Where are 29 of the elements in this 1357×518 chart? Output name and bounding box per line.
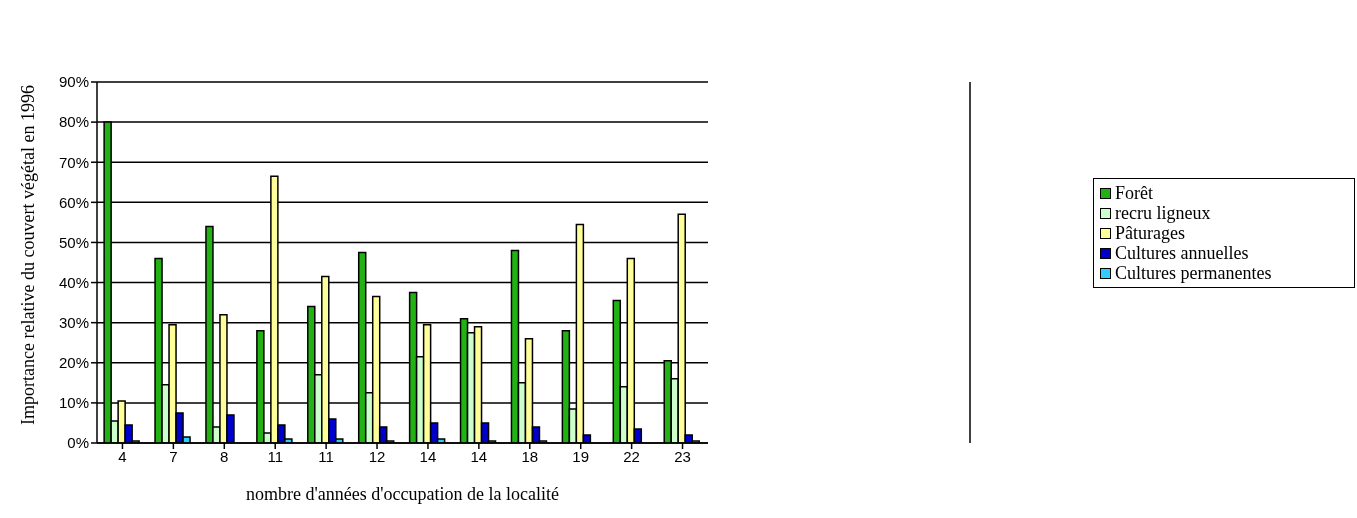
y-tick-label: 20% <box>58 354 89 372</box>
y-tick-label: 40% <box>58 273 89 291</box>
x-tick-label: 18 <box>521 447 539 465</box>
x-tick-label: 14 <box>470 447 488 465</box>
x-tick-label: 22 <box>623 447 640 465</box>
x-tick-label: 12 <box>368 447 386 465</box>
legend-label: recru ligneux <box>1115 203 1211 223</box>
y-tick-label: 30% <box>58 313 89 331</box>
legend-label: Cultures permanentes <box>1115 263 1272 283</box>
y-tick-label: 60% <box>58 193 89 211</box>
x-tick-label: 19 <box>572 447 590 465</box>
y-tick-label: 80% <box>58 113 89 131</box>
x-tick-label: 14 <box>419 447 437 465</box>
y-tick-label: 50% <box>58 233 89 251</box>
y-tick-label: 0% <box>67 434 89 452</box>
y-tick-label: 10% <box>58 394 89 412</box>
x-tick-label: 4 <box>118 447 127 465</box>
x-axis-title: nombre d'années d'occupation de la localité <box>246 483 559 504</box>
x-tick-label: 8 <box>220 447 229 465</box>
x-tick-label: 7 <box>169 447 178 465</box>
legend-label: Cultures annuelles <box>1115 243 1249 263</box>
x-tick-label: 23 <box>674 447 691 465</box>
y-tick-label: 70% <box>58 153 89 171</box>
legend-label: Forêt <box>1115 183 1153 203</box>
legend-label: Pâturages <box>1115 223 1185 243</box>
y-axis-title: Importance relative du couvert végétal en 1996 <box>18 85 38 425</box>
x-tick-label: 11 <box>267 447 283 465</box>
x-tick-label: 11 <box>318 447 334 465</box>
y-tick-label: 90% <box>58 73 89 91</box>
